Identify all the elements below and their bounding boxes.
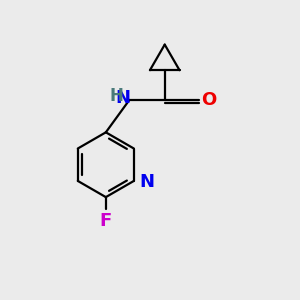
Text: O: O [202, 91, 217, 109]
Text: F: F [100, 212, 112, 230]
Text: N: N [139, 173, 154, 191]
Text: N: N [116, 89, 131, 107]
Text: H: H [109, 87, 123, 105]
